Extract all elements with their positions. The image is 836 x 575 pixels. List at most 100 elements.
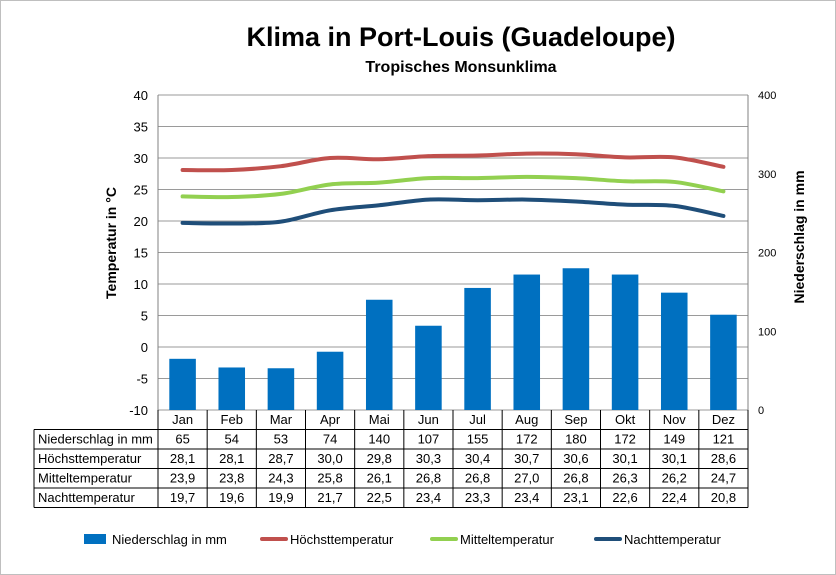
table-cell: 24,7 <box>711 471 736 486</box>
table-cell: 22,5 <box>367 490 392 505</box>
table-cell: 26,8 <box>416 471 441 486</box>
y-left-tick-label: 5 <box>141 309 148 324</box>
y-left-tick-label: 0 <box>141 340 148 355</box>
y-left-tick-label: 35 <box>134 120 148 135</box>
table-cell: 23,3 <box>465 490 490 505</box>
table-row-label: Höchsttemperatur <box>38 451 142 466</box>
table-cell: 180 <box>565 432 587 447</box>
x-tick-label: Feb <box>221 412 243 427</box>
x-tick-label: Jul <box>469 412 486 427</box>
line-nachttemperatur <box>180 197 726 226</box>
table-cell: 140 <box>368 432 390 447</box>
table-cell: 30,7 <box>514 451 539 466</box>
y-axis-left-label: Temperatur in °C <box>103 187 119 299</box>
table-cell: 28,6 <box>711 451 736 466</box>
table-cell: 28,1 <box>170 451 195 466</box>
table-cell: 26,1 <box>367 471 392 486</box>
table-cell: 24,3 <box>268 471 293 486</box>
chart-title: Klima in Port-Louis (Guadeloupe) <box>246 22 675 52</box>
table-cell: 172 <box>516 432 538 447</box>
y-left-tick-label: -10 <box>129 403 148 418</box>
table-cell: 107 <box>418 432 440 447</box>
x-tick-label: Mai <box>369 412 390 427</box>
table-cell: 23,9 <box>170 471 195 486</box>
bar-niederschlag <box>218 367 246 410</box>
legend-label: Mitteltemperatur <box>460 532 555 547</box>
line-h-chsttemperatur <box>180 151 726 173</box>
legend-swatch <box>84 534 106 544</box>
x-tick-label: Aug <box>515 412 538 427</box>
table-cell: 19,9 <box>268 490 293 505</box>
y-right-tick-label: 200 <box>758 248 776 260</box>
table-cell: 30,0 <box>317 451 342 466</box>
table-cell: 30,6 <box>563 451 588 466</box>
y-left-tick-label: -5 <box>136 372 148 387</box>
y-right-tick-label: 300 <box>758 169 776 181</box>
bar-niederschlag <box>611 274 639 410</box>
table-row-label: Mitteltemperatur <box>38 471 133 486</box>
y-left-tick-label: 15 <box>134 246 148 261</box>
table-cell: 27,0 <box>514 471 539 486</box>
table-cell: 22,4 <box>662 490 687 505</box>
y-right-tick-label: 400 <box>758 90 776 102</box>
table-cell: 26,2 <box>662 471 687 486</box>
table-cell: 23,4 <box>514 490 539 505</box>
table-row-label: Niederschlag in mm <box>38 432 153 447</box>
x-tick-label: Jan <box>172 412 193 427</box>
table-cell: 30,4 <box>465 451 490 466</box>
bar-niederschlag <box>316 351 344 410</box>
table-cell: 23,8 <box>219 471 244 486</box>
table-cell: 23,1 <box>563 490 588 505</box>
x-tick-label: Sep <box>564 412 587 427</box>
table-cell: 26,8 <box>465 471 490 486</box>
bar-niederschlag <box>660 292 688 410</box>
chart-subtitle: Tropisches Monsunklima <box>365 59 556 76</box>
table-cell: 30,1 <box>612 451 637 466</box>
y-axis-right-label: Niederschlag in mm <box>791 170 807 303</box>
table-cell: 121 <box>713 432 735 447</box>
x-tick-label: Jun <box>418 412 439 427</box>
table-row-label: Nachttemperatur <box>38 490 135 505</box>
line-mitteltemperatur <box>180 174 726 200</box>
bar-niederschlag <box>365 299 393 410</box>
y-left-tick-label: 20 <box>134 214 148 229</box>
table-cell: 19,7 <box>170 490 195 505</box>
table-cell: 22,6 <box>612 490 637 505</box>
x-tick-label: Apr <box>320 412 341 427</box>
legend-label: Niederschlag in mm <box>112 532 227 547</box>
x-tick-label: Dez <box>712 412 735 427</box>
table-cell: 30,3 <box>416 451 441 466</box>
y-left-tick-label: 40 <box>134 88 148 103</box>
table-cell: 20,8 <box>711 490 736 505</box>
table-cell: 26,3 <box>612 471 637 486</box>
table-cell: 21,7 <box>317 490 342 505</box>
y-left-tick-label: 30 <box>134 151 148 166</box>
table-cell: 54 <box>225 432 239 447</box>
bar-niederschlag <box>710 314 737 410</box>
table-cell: 53 <box>274 432 288 447</box>
x-tick-label: Mar <box>270 412 293 427</box>
bar-niederschlag <box>169 358 196 410</box>
table-cell: 30,1 <box>662 451 687 466</box>
table-cell: 155 <box>467 432 489 447</box>
table-cell: 25,8 <box>317 471 342 486</box>
y-right-tick-label: 100 <box>758 326 776 338</box>
y-left-tick-label: 25 <box>134 183 148 198</box>
bar-niederschlag <box>562 268 590 410</box>
bar-niederschlag <box>513 274 541 410</box>
table-cell: 26,8 <box>563 471 588 486</box>
table-cell: 65 <box>175 432 189 447</box>
x-tick-label: Okt <box>615 412 636 427</box>
table-cell: 149 <box>663 432 685 447</box>
table-cell: 172 <box>614 432 636 447</box>
bar-niederschlag <box>415 325 442 410</box>
table-cell: 19,6 <box>219 490 244 505</box>
y-left-tick-label: 10 <box>134 277 148 292</box>
table-cell: 28,7 <box>268 451 293 466</box>
table-cell: 29,8 <box>367 451 392 466</box>
x-tick-label: Nov <box>663 412 687 427</box>
bar-niederschlag <box>267 368 295 410</box>
y-right-tick-label: 0 <box>758 405 764 417</box>
